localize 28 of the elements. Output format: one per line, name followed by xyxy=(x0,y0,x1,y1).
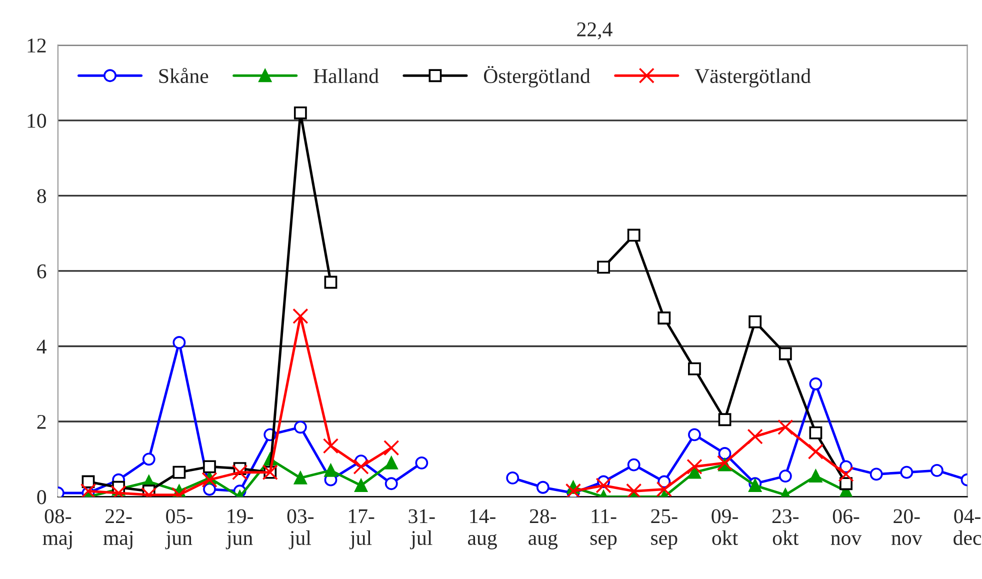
x-tick-label: 09- okt xyxy=(712,509,738,546)
x-tick-label: 04- dec xyxy=(954,509,982,546)
x-tick-label: 11- sep xyxy=(590,509,617,550)
x-tick-label: 22- maj xyxy=(103,509,132,550)
x-tick-label: 05- jun xyxy=(165,509,192,550)
legend-label: Östergötland xyxy=(484,66,590,88)
legend-label: Västergötland xyxy=(694,68,811,88)
x-tick-label: 06- nov xyxy=(830,509,862,546)
y-tick-label: 6 xyxy=(37,264,46,278)
x-tick-label: 03- jul xyxy=(287,509,314,550)
x-tick-label: 19- jun xyxy=(226,509,253,550)
y-tick-label: 10 xyxy=(28,114,46,128)
x-tick-label: 28- aug xyxy=(528,509,558,550)
x-tick-label: 17- jul xyxy=(348,509,374,550)
legend-label: Skåne xyxy=(159,68,208,84)
y-tick-label: 0 xyxy=(37,490,46,504)
y-tick-label: 8 xyxy=(37,189,46,204)
y-tick-label: 12 xyxy=(28,38,46,52)
x-tick-label: 08- maj xyxy=(42,509,72,550)
x-tick-label: 14- aug xyxy=(468,509,497,550)
text: 22,4 xyxy=(577,22,612,40)
x-tick-label: 25- sep xyxy=(651,509,678,550)
x-tick-label: 23- okt xyxy=(772,509,799,546)
x-tick-label: 31- jul xyxy=(408,509,435,550)
x-tick-label: 20- nov xyxy=(892,509,922,546)
legend-label: Halland xyxy=(314,68,379,84)
y-tick-label: 2 xyxy=(37,414,46,429)
y-tick-label: 4 xyxy=(36,340,46,354)
